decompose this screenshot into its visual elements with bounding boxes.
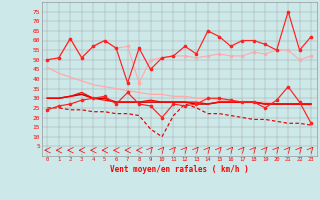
X-axis label: Vent moyen/en rafales ( km/h ): Vent moyen/en rafales ( km/h ) bbox=[110, 165, 249, 174]
